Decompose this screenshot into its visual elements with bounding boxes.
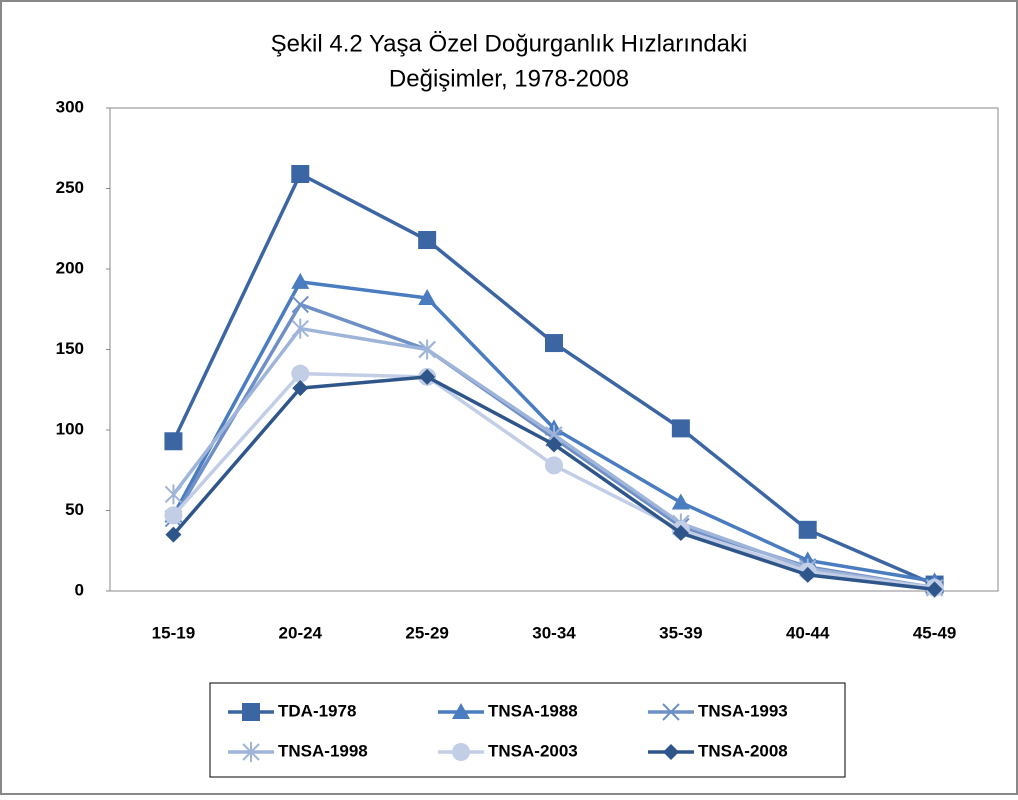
legend-marker bbox=[663, 744, 679, 760]
data-point bbox=[291, 295, 309, 314]
y-tick-label: 50 bbox=[65, 500, 84, 519]
data-point bbox=[418, 288, 437, 305]
data-point bbox=[418, 231, 437, 250]
data-point bbox=[164, 506, 183, 525]
data-point bbox=[291, 272, 310, 289]
legend-marker bbox=[452, 743, 470, 761]
data-point bbox=[545, 456, 563, 475]
legend-marker bbox=[242, 703, 260, 721]
x-tick-label: 20-24 bbox=[279, 623, 323, 642]
y-tick-label: 250 bbox=[56, 178, 84, 197]
legend-marker bbox=[452, 703, 470, 719]
data-point bbox=[165, 526, 182, 543]
x-tick-label: 30-34 bbox=[532, 623, 576, 642]
data-point bbox=[671, 419, 690, 438]
legend-marker bbox=[242, 742, 260, 762]
chart-title: Şekil 4.2 Yaşa Özel Doğurganlık Hızların… bbox=[271, 30, 748, 57]
y-tick-label: 300 bbox=[56, 97, 84, 116]
data-point bbox=[291, 364, 310, 383]
legend-label: TNSA-2003 bbox=[488, 741, 578, 760]
y-tick-label: 150 bbox=[56, 339, 84, 358]
legend-label: TNSA-2008 bbox=[698, 741, 788, 760]
x-tick-label: 40-44 bbox=[786, 623, 830, 642]
x-tick-label: 15-19 bbox=[152, 623, 195, 642]
data-point bbox=[164, 432, 183, 451]
data-point bbox=[546, 436, 562, 453]
legend-label: TNSA-1998 bbox=[278, 741, 368, 760]
x-tick-label: 25-29 bbox=[405, 623, 448, 642]
data-point bbox=[545, 334, 563, 353]
data-point bbox=[798, 520, 817, 539]
data-point bbox=[292, 380, 309, 397]
x-tick-label: 35-39 bbox=[659, 623, 702, 642]
data-point bbox=[419, 368, 436, 385]
y-tick-label: 0 bbox=[75, 580, 84, 599]
legend-label: TNSA-1993 bbox=[698, 701, 788, 720]
data-point bbox=[418, 339, 436, 360]
x-tick-label: 45-49 bbox=[913, 623, 956, 642]
data-point bbox=[926, 581, 943, 598]
y-tick-label: 100 bbox=[56, 419, 84, 438]
legend-label: TNSA-1988 bbox=[488, 701, 578, 720]
y-tick-label: 200 bbox=[56, 258, 84, 277]
legend-marker bbox=[662, 703, 680, 721]
data-point bbox=[671, 493, 690, 510]
data-point bbox=[799, 566, 816, 583]
data-point bbox=[164, 484, 183, 505]
legend-box bbox=[209, 682, 846, 778]
data-point bbox=[672, 525, 689, 542]
data-point bbox=[291, 165, 310, 184]
chart-title: Değişimler, 1978-2008 bbox=[389, 65, 629, 92]
legend-label: TDA-1978 bbox=[278, 701, 356, 720]
data-point bbox=[291, 318, 309, 339]
